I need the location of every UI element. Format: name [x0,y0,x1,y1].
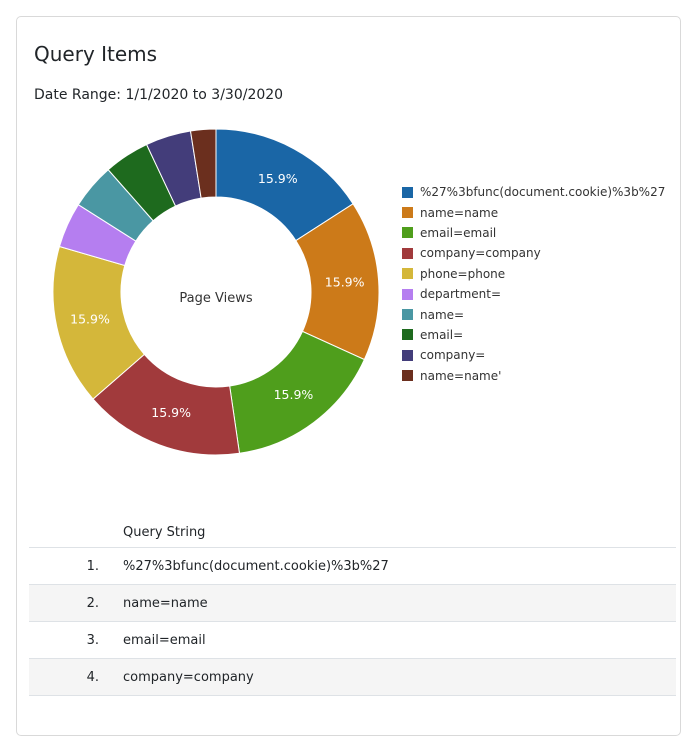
legend-item[interactable]: name=name [402,202,665,222]
query-items-card: Query Items Date Range: 1/1/2020 to 3/30… [16,16,681,736]
legend-label: email=email [420,225,497,240]
legend-label: %27%3bfunc(document.cookie)%3b%27 [420,185,666,200]
legend-label: phone=phone [420,266,506,281]
legend-swatch [402,268,413,280]
legend-swatch [402,227,413,239]
legend-label: name=name [420,205,499,220]
legend-label: department= [420,287,502,302]
table-header-query-string: Query String [123,517,676,548]
legend-item[interactable]: email=email [402,223,665,243]
chart-center-label: Page Views [179,291,252,306]
legend-item[interactable]: company=company [402,243,665,263]
card-title: Query Items [34,42,158,66]
legend-item[interactable]: company= [402,345,665,365]
legend-swatch [402,349,413,361]
legend-swatch [402,309,413,321]
row-query: %27%3bfunc(document.cookie)%3b%27 [123,547,676,585]
legend-label: company=company [420,246,541,261]
row-number: 2. [29,584,123,622]
donut-chart: 15.9% 15.9% 15.9% 15.9% 15.9% Page Views [52,128,380,456]
table-header-number [29,517,123,548]
row-query: email=email [123,621,676,659]
slice-data-label: 15.9% [70,312,110,327]
slice-data-label: 15.9% [151,405,191,420]
legend-label: name=name' [420,368,502,383]
slice-data-label: 15.9% [274,387,314,402]
legend-swatch [402,186,413,198]
legend-swatch [402,247,413,259]
legend-label: email= [420,327,464,342]
legend-swatch [402,329,413,341]
query-table: Query String 1. %27%3bfunc(document.cook… [29,517,676,696]
legend-item[interactable]: %27%3bfunc(document.cookie)%3b%27 [402,182,665,202]
slice-data-label: 15.9% [325,275,365,290]
chart-legend: %27%3bfunc(document.cookie)%3b%27 name=na… [402,182,665,386]
date-range-label: Date Range: 1/1/2020 to 3/30/2020 [34,87,284,103]
row-number: 3. [29,621,123,659]
slice-data-label: 15.9% [258,171,298,186]
legend-swatch [402,370,413,382]
legend-item[interactable]: name=name' [402,366,665,386]
legend-label: company= [420,348,486,363]
legend-swatch [402,288,413,300]
table-row: 4. company=company [29,658,676,696]
row-query: company=company [123,658,676,696]
table-row: 1. %27%3bfunc(document.cookie)%3b%27 [29,547,676,585]
legend-swatch [402,207,413,219]
table-header-row: Query String [29,517,676,548]
legend-item[interactable]: phone=phone [402,264,665,284]
table-row: 2. name=name [29,584,676,622]
row-query: name=name [123,584,676,622]
legend-item[interactable]: name= [402,304,665,324]
legend-item[interactable]: email= [402,325,665,345]
legend-item[interactable]: department= [402,284,665,304]
donut-slice[interactable] [189,128,217,199]
legend-label: name= [420,307,465,322]
row-number: 4. [29,658,123,696]
row-number: 1. [29,547,123,585]
table-row: 3. email=email [29,621,676,659]
